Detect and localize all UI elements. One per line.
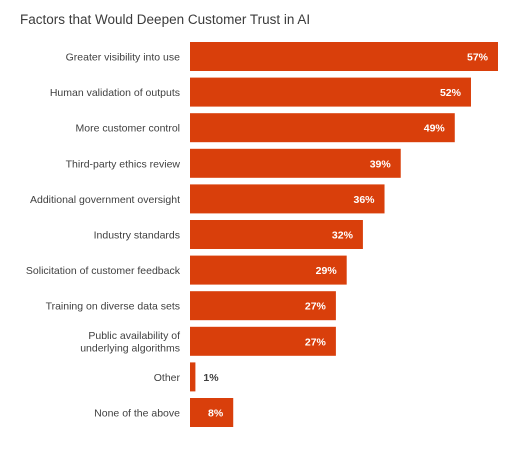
bar [190,148,401,178]
data-label: 8% [208,408,224,420]
data-label: 36% [354,194,376,206]
category-label: Third-party ethics review [66,158,181,170]
category-label: Training on diverse data sets [46,301,180,313]
data-label: 57% [467,52,489,64]
category-label: None of the above [94,408,180,420]
data-label: 49% [424,123,446,135]
category-label-line: Third-party ethics review [66,158,181,170]
category-label-line: Human validation of outputs [50,87,180,99]
category-label: Industry standards [94,230,180,242]
category-label: Additional government oversight [30,194,180,206]
bar [190,113,455,143]
category-label: Solicitation of customer feedback [26,265,181,277]
bar [190,42,498,71]
bar [190,362,196,392]
bar [190,326,336,356]
category-label-line: Greater visibility into use [66,52,181,64]
data-label: 29% [316,265,338,277]
category-label-line: underlying algorithms [80,343,180,355]
category-label-line: None of the above [94,408,180,420]
category-label-line: Additional government oversight [30,194,180,206]
data-label: 1% [203,372,219,384]
data-label: 27% [305,301,327,313]
category-label-line: Other [154,372,181,384]
bar [190,291,336,321]
category-label-line: More customer control [76,123,180,135]
data-label: 39% [370,158,392,170]
data-label: 52% [440,87,462,99]
category-label: More customer control [76,123,180,135]
category-label: Public availability of underlying algorit… [80,330,180,355]
chart-title: Factors that Would Deepen Customer Trust… [20,12,311,27]
data-label: 27% [305,336,327,348]
bar [190,220,363,249]
category-label: Human validation of outputs [50,87,180,99]
category-label-line: Training on diverse data sets [46,301,180,313]
category-label-line: Solicitation of customer feedback [26,265,181,277]
category-label: Greater visibility into use [66,52,181,64]
bar [190,255,347,285]
category-label: Other [154,372,181,384]
data-label: 32% [332,230,354,242]
bar [190,184,385,214]
bar [190,398,234,427]
category-label-line: Industry standards [94,230,180,242]
bar [190,77,471,107]
category-label-line: Public availability of [88,330,180,342]
